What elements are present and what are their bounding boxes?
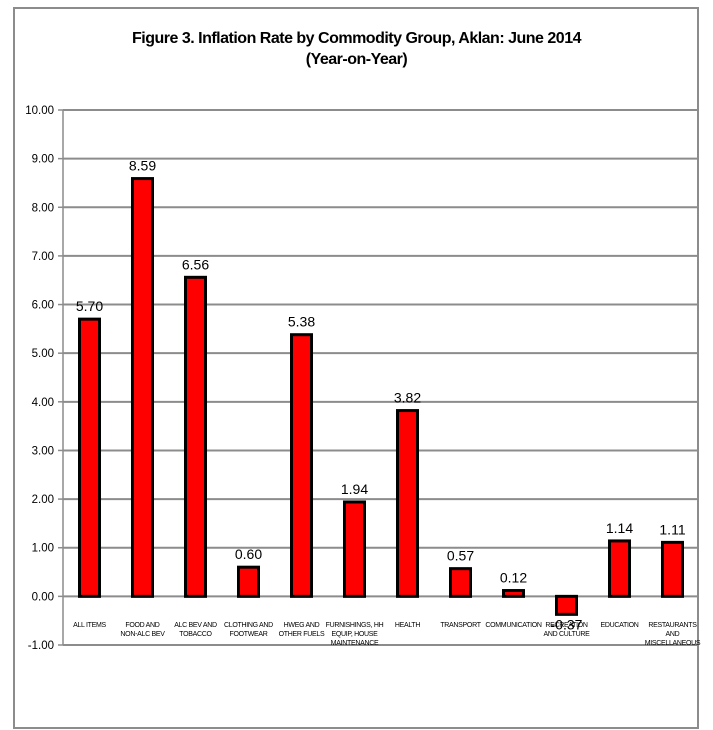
- category-label-line: EQUIP, HOUSE: [331, 631, 378, 638]
- category-label-line: AND: [666, 631, 680, 638]
- category-label: CLOTHING AND FOOTWEAR: [224, 622, 273, 638]
- data-label: 0.12: [500, 570, 527, 586]
- bar: [237, 565, 260, 598]
- bar: [78, 317, 101, 598]
- category-label-line: FURNISHINGS, HH: [326, 622, 384, 629]
- chart-subtitle: (Year-on-Year): [305, 51, 408, 68]
- category-label-line: EDUCATION: [600, 622, 638, 629]
- category-label: RESTAURANTS AND MISCELLANEOUS: [645, 622, 701, 647]
- category-label-line: ALC BEV AND: [174, 622, 217, 629]
- category-label-line: MAINTENANCE: [331, 640, 379, 647]
- bar: [502, 589, 525, 598]
- category-label: EDUCATION: [600, 622, 638, 629]
- y-tick-label: 3.00: [32, 445, 54, 457]
- y-tick-label: 4.00: [32, 397, 54, 409]
- category-label: TRANSPORT: [440, 622, 481, 629]
- data-label: 5.38: [288, 314, 315, 330]
- y-tick-label: 9.00: [32, 154, 54, 166]
- data-label: 1.94: [341, 481, 368, 497]
- y-tick-label: 7.00: [32, 251, 54, 263]
- category-label: HEALTH: [395, 622, 421, 629]
- category-label: HWEG AND OTHER FUELS: [279, 622, 325, 638]
- bars: [78, 177, 684, 616]
- y-tick-label: 10.00: [25, 105, 54, 117]
- category-label-line: COMMUNICATION: [485, 622, 541, 629]
- y-axis: 10.00 9.00 8.00 7.00 6.00 5.00 4.00 3.00 2.00 1.0…: [25, 105, 64, 652]
- bar: [343, 500, 366, 598]
- category-labels: ALL ITEMS FOOD AND NON-ALC BEV ALC BEV AND T…: [73, 622, 701, 647]
- y-tick-label: -1.00: [28, 640, 54, 652]
- y-tick-label: 1.00: [32, 543, 54, 555]
- bar: [396, 409, 419, 598]
- category-label-line: FOOD AND: [125, 622, 159, 629]
- y-tick-label: 0.00: [32, 591, 54, 603]
- data-label: 0.57: [447, 548, 474, 564]
- y-tick-label: 5.00: [32, 348, 54, 360]
- data-label: -0.37: [551, 616, 583, 632]
- category-label-line: ALL ITEMS: [73, 622, 106, 629]
- chart-frame: [13, 7, 699, 729]
- category-label: COMMUNICATION: [485, 622, 541, 629]
- category-label-line: TOBACCO: [179, 631, 212, 638]
- bar: [555, 594, 578, 616]
- chart-title: Figure 3. Inflation Rate by Commodity Gr…: [132, 30, 581, 47]
- data-label: 3.82: [394, 390, 421, 406]
- bar: [661, 540, 684, 598]
- bar: [608, 539, 631, 598]
- data-label: 1.14: [606, 520, 633, 536]
- y-tick-label: 2.00: [32, 494, 54, 506]
- bar: [290, 333, 313, 598]
- category-label-line: RECREATION: [545, 622, 588, 629]
- bar: [184, 275, 207, 598]
- category-label-line: TRANSPORT: [440, 622, 481, 629]
- category-label-line: CLOTHING AND: [224, 622, 273, 629]
- gridlines: [63, 109, 699, 646]
- y-tick-label: 8.00: [32, 202, 54, 214]
- data-label: 1.11: [659, 521, 685, 537]
- bar: [449, 567, 472, 598]
- data-label: 5.70: [76, 298, 103, 314]
- category-label-line: FOOTWEAR: [229, 631, 267, 638]
- value-labels: 5.70 8.59 6.56 0.60 5.38 1.94 3.82 0.57 0.12 -0.3…: [76, 158, 686, 633]
- data-label: 6.56: [182, 256, 209, 272]
- category-label: ALC BEV AND TOBACCO: [174, 622, 217, 638]
- category-label-line: OTHER FUELS: [279, 631, 325, 638]
- category-label: RECREATION AND CULTURE: [544, 622, 591, 638]
- chart-title-block: Figure 3. Inflation Rate by Commodity Gr…: [0, 28, 713, 70]
- category-label-line: MISCELLANEOUS: [645, 640, 701, 647]
- category-label: ALL ITEMS: [73, 622, 106, 629]
- category-label-line: NON-ALC BEV: [120, 631, 165, 638]
- category-label-line: RESTAURANTS: [648, 622, 697, 629]
- data-label: 8.59: [129, 158, 156, 174]
- category-label: FURNISHINGS, HH EQUIP, HOUSE MAINTENANCE: [326, 622, 384, 647]
- y-tick-label: 6.00: [32, 300, 54, 312]
- bar: [131, 177, 154, 598]
- category-label: FOOD AND NON-ALC BEV: [120, 622, 165, 638]
- data-label: 0.60: [235, 546, 262, 562]
- category-label-line: HEALTH: [395, 622, 421, 629]
- category-label-line: AND CULTURE: [544, 631, 591, 638]
- category-label-line: HWEG AND: [284, 622, 320, 629]
